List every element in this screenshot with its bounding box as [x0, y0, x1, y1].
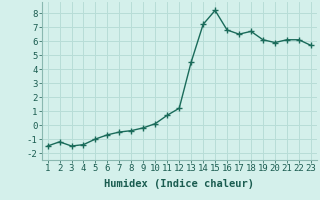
X-axis label: Humidex (Indice chaleur): Humidex (Indice chaleur) — [104, 179, 254, 189]
